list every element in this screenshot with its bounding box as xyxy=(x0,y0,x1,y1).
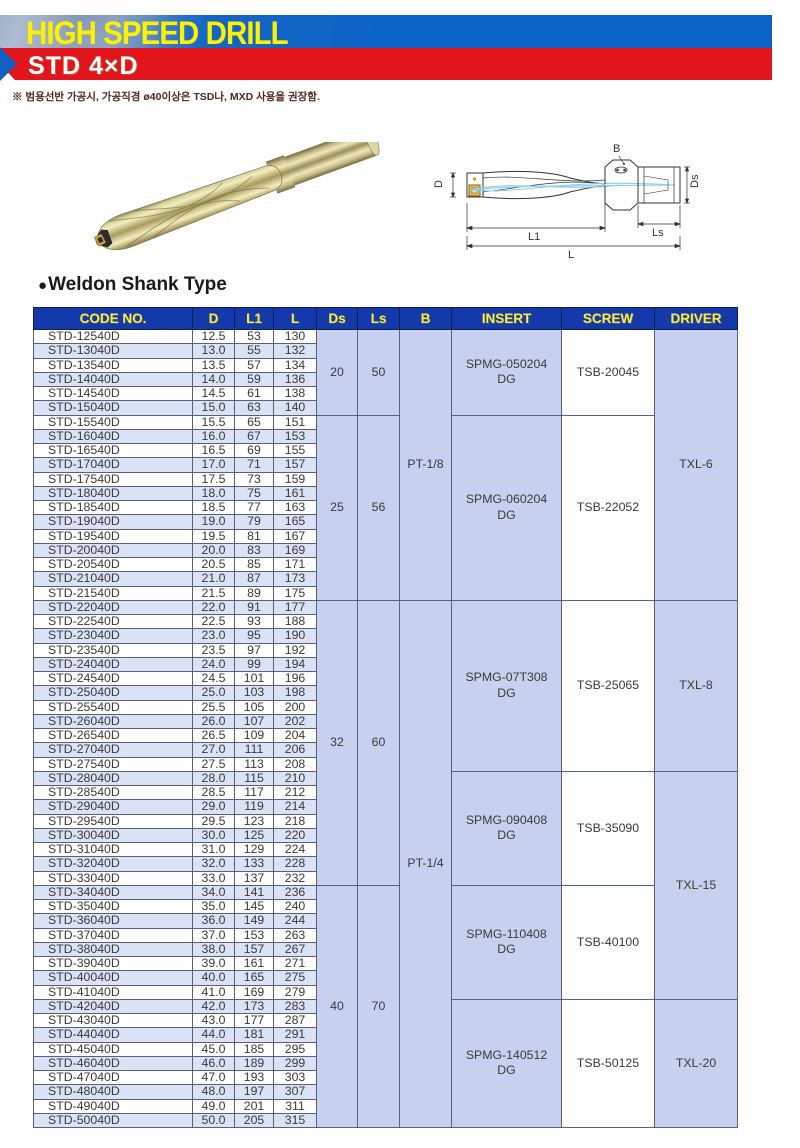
svg-text:B: B xyxy=(613,143,620,155)
svg-text:L: L xyxy=(568,249,574,261)
svg-text:D: D xyxy=(433,180,445,188)
svg-text:L1: L1 xyxy=(528,231,540,243)
svg-text:Ds: Ds xyxy=(689,174,700,188)
svg-text:Ls: Ls xyxy=(652,227,664,239)
